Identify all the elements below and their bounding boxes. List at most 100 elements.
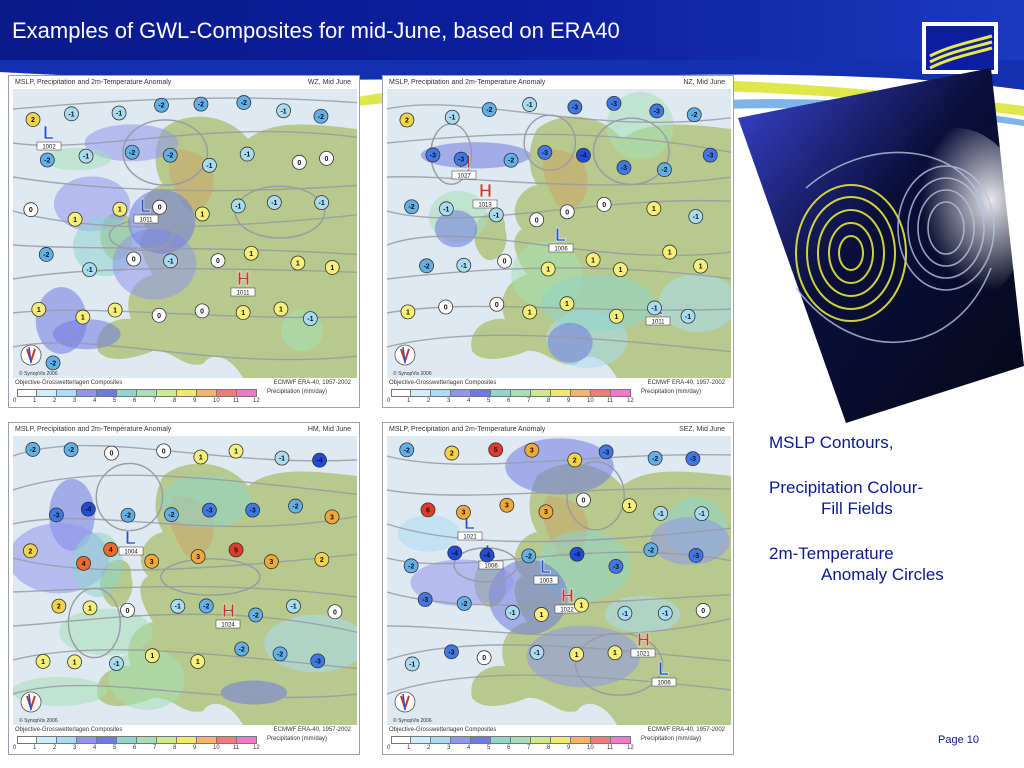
temperature-anomaly-circle: -1 — [230, 198, 246, 214]
temperature-anomaly-circle: -3 — [417, 592, 433, 607]
anomaly-value: 1 — [37, 307, 41, 314]
legend-ticks: 0 1 2 3 4 5 6 7 8 9 10 11 12 — [387, 398, 647, 404]
anomaly-value: 2 — [405, 117, 409, 124]
temperature-anomaly-circle: -4 — [479, 547, 495, 563]
legend-tick: 2 — [427, 745, 431, 751]
anomaly-value: -3 — [458, 157, 464, 164]
legend-tick: 0 — [13, 398, 17, 404]
anomaly-value: -1 — [235, 203, 241, 210]
temperature-anomaly-circle: -1 — [456, 257, 472, 273]
temperature-anomaly-circle: -3 — [688, 548, 704, 563]
bullet-mslp: MSLP Contours, — [769, 432, 1009, 453]
temperature-anomaly-circle: 1 — [194, 206, 210, 222]
temperature-anomaly-circle: 4 — [103, 542, 119, 557]
panel-footer-right: ECMWF ERA-40, 1957-2002 — [273, 727, 351, 733]
anomaly-value: 1 — [539, 612, 543, 619]
temperature-anomaly-circle: 5 — [488, 442, 504, 458]
precip-area — [658, 273, 731, 333]
temperature-anomaly-circle: 0 — [596, 197, 612, 212]
legend-tick: 8 — [547, 745, 551, 751]
anomaly-value: -3 — [693, 553, 699, 560]
temperature-anomaly-circle: 4 — [76, 555, 91, 571]
temperature-anomaly-circle: -2 — [503, 152, 519, 168]
copyright-text: © SynopVis 2006 — [393, 717, 432, 724]
temperature-anomaly-circle: -1 — [239, 146, 255, 162]
panel-title: MSLP, Precipitation and 2m-Temperature A… — [15, 426, 172, 433]
temperature-anomaly-circle: -4 — [447, 545, 463, 561]
anomaly-value: -1 — [175, 604, 181, 611]
anomaly-value: 1 — [613, 650, 617, 657]
pressure-value: 1011 — [652, 320, 666, 326]
legend-tick: 9 — [567, 745, 571, 751]
pressure-value: 1022 — [560, 608, 574, 614]
anomaly-value: -2 — [404, 447, 410, 454]
isobar-line — [387, 176, 731, 186]
anomaly-value: -4 — [574, 552, 580, 559]
anomaly-value: -3 — [542, 150, 548, 157]
temperature-anomaly-circle: -2 — [39, 152, 55, 168]
temperature-anomaly-circle: -1 — [64, 106, 79, 122]
anomaly-value: -1 — [685, 314, 691, 321]
precip-area — [420, 142, 531, 169]
legend-swatch — [117, 389, 137, 397]
temperature-anomaly-circle: 3 — [324, 509, 340, 525]
temperature-anomaly-circle: 2 — [399, 112, 415, 128]
temperature-anomaly-circle: -1 — [404, 656, 420, 672]
temperature-anomaly-circle: 5 — [228, 542, 244, 558]
anomaly-value: 1 — [88, 605, 92, 612]
anomaly-value: -3 — [206, 508, 212, 515]
temperature-anomaly-circle: 0 — [327, 604, 343, 620]
precip-area — [264, 614, 357, 673]
temperature-anomaly-circle: -3 — [616, 160, 632, 175]
anomaly-value: 0 — [216, 258, 220, 265]
temperature-anomaly-circle: -2 — [456, 596, 472, 611]
legend-tick: 12 — [627, 398, 634, 404]
temperature-anomaly-circle: 0 — [695, 603, 711, 618]
temperature-anomaly-circle: 3 — [524, 442, 540, 458]
anomaly-value: -2 — [652, 456, 658, 463]
anomaly-value: 1 — [199, 454, 203, 461]
legend-tick: 7 — [527, 398, 531, 404]
temperature-anomaly-circle: 0 — [126, 251, 142, 267]
legend-swatch — [197, 389, 217, 397]
pressure-value: 1013 — [478, 203, 492, 209]
anomaly-value: -3 — [53, 512, 59, 519]
temperature-anomaly-circle: -2 — [163, 507, 179, 522]
temperature-anomaly-circle: 1 — [559, 296, 575, 312]
anomaly-value: -1 — [167, 258, 173, 265]
legend-tick: 4 — [467, 745, 471, 751]
anomaly-value: 2 — [28, 548, 32, 555]
anomaly-value: 0 — [602, 202, 606, 209]
temperature-anomaly-circle: -1 — [163, 253, 178, 269]
anomaly-value: 1 — [113, 308, 117, 315]
legend-tick: 2 — [53, 398, 57, 404]
precip-legend — [391, 389, 631, 397]
legend-swatch — [77, 736, 97, 744]
anomaly-value: 0 — [126, 608, 130, 615]
legend-swatch — [77, 389, 97, 397]
temperature-anomaly-circle: -2 — [647, 450, 663, 466]
legend-swatch — [157, 736, 177, 744]
anomaly-value: -1 — [113, 661, 119, 668]
temperature-anomaly-circle: -4 — [80, 501, 96, 517]
anomaly-value: 0 — [158, 205, 162, 212]
anomaly-value: 1 — [41, 659, 45, 666]
isobar-line — [13, 244, 357, 256]
temperature-anomaly-circle: -2 — [154, 97, 169, 113]
legend-tick: 3 — [73, 745, 77, 751]
pressure-letter: L — [540, 557, 551, 577]
slide-title: Examples of GWL-Composites for mid-June,… — [12, 18, 620, 43]
legend-tick: 11 — [233, 745, 240, 751]
temperature-anomaly-circle: 0 — [210, 253, 226, 269]
temperature-anomaly-circle: 3 — [538, 504, 554, 520]
pressure-letter: H — [637, 630, 650, 650]
anomaly-value: -3 — [621, 165, 627, 172]
anomaly-value: -2 — [198, 102, 204, 109]
pressure-value: 1011 — [140, 218, 154, 224]
anomaly-value: -1 — [319, 200, 325, 207]
legend-swatch — [451, 389, 471, 397]
temperature-anomaly-circle: -2 — [236, 95, 252, 110]
legend-tick: 8 — [173, 398, 177, 404]
temperature-anomaly-circle: 1 — [522, 304, 538, 320]
